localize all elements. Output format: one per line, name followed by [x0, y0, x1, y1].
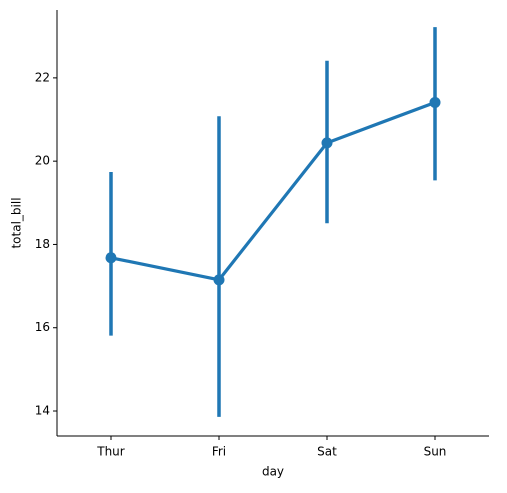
point: [105, 252, 117, 264]
y-tick-label: 14: [35, 404, 50, 418]
y-tick-label: 22: [35, 70, 50, 84]
y-axis-label: total_bill: [10, 197, 24, 248]
line: [110, 100, 436, 282]
point: [213, 274, 225, 286]
x-tick-label: Fri: [212, 445, 226, 459]
x-tick-label: Sat: [317, 445, 337, 459]
x-tick-label: Sun: [424, 445, 447, 459]
x-tick-label: Thur: [96, 445, 125, 459]
point: [321, 137, 333, 149]
y-tick-label: 20: [35, 154, 50, 168]
point: [429, 96, 441, 108]
y-tick-label: 16: [35, 320, 50, 334]
y-tick-label: 18: [35, 237, 50, 251]
x-axis-label: day: [262, 465, 284, 479]
